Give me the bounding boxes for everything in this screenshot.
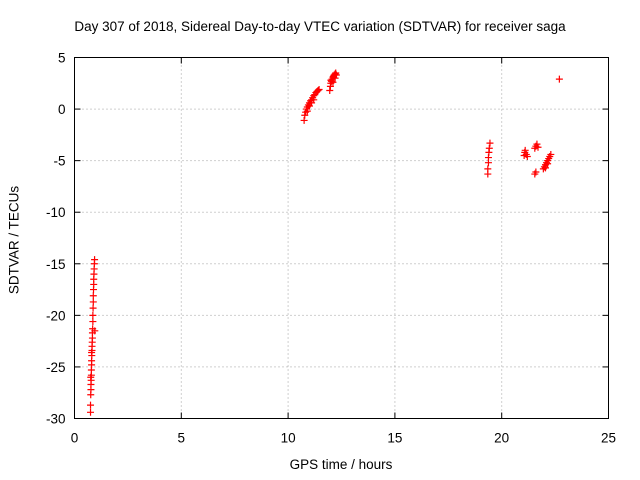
data-point — [89, 311, 97, 319]
data-point — [532, 168, 540, 176]
data-point — [326, 87, 334, 95]
y-tick-label: -25 — [46, 360, 66, 375]
data-point — [91, 327, 99, 335]
x-tick-label: 10 — [281, 431, 296, 446]
x-tick-label: 20 — [494, 431, 509, 446]
data-point — [89, 292, 97, 300]
x-tick-label: 5 — [178, 431, 186, 446]
data-point — [88, 348, 96, 356]
y-tick-label: -20 — [46, 308, 66, 323]
x-tick-label: 15 — [387, 431, 402, 446]
data-point — [302, 108, 310, 116]
x-axis-label: GPS time / hours — [289, 457, 393, 472]
data-point — [314, 87, 322, 95]
y-tick-label: -5 — [53, 154, 65, 169]
data-point — [555, 75, 563, 83]
data-point — [89, 298, 97, 306]
data-point — [486, 139, 494, 147]
data-point — [303, 107, 311, 115]
data-points — [87, 69, 563, 416]
data-point — [87, 373, 95, 381]
data-point — [332, 71, 340, 79]
plot-frame — [74, 57, 609, 419]
chart-title: Day 307 of 2018, Sidereal Day-to-day VTE… — [74, 19, 566, 34]
data-point — [89, 304, 97, 312]
data-point — [534, 143, 542, 151]
y-tick-label: -10 — [46, 205, 66, 220]
y-tick-label: -15 — [46, 257, 66, 272]
data-point — [521, 146, 529, 154]
data-point — [541, 164, 549, 172]
data-point — [544, 160, 552, 168]
data-point — [300, 116, 308, 124]
y-tick-label: 5 — [58, 51, 66, 66]
data-point — [301, 111, 309, 119]
data-point — [91, 256, 99, 264]
grid-lines — [74, 57, 609, 419]
data-point — [547, 150, 555, 158]
axis-ticks: 0 5 10 15 20 25 5 0 -5 -10 -15 -20 -25 -30 — [46, 51, 616, 446]
data-point — [310, 96, 318, 104]
y-tick-label: -30 — [46, 412, 66, 427]
data-point — [484, 165, 492, 173]
data-point — [315, 85, 323, 93]
data-point — [331, 74, 339, 82]
data-point — [329, 78, 337, 86]
x-tick-label: 0 — [71, 431, 79, 446]
data-point — [89, 318, 97, 326]
data-point — [87, 401, 95, 409]
data-point — [87, 408, 95, 416]
data-point — [533, 140, 541, 148]
y-tick-label: 0 — [58, 102, 66, 117]
data-point — [523, 153, 531, 161]
data-point — [485, 144, 493, 152]
x-tick-label: 25 — [601, 431, 616, 446]
